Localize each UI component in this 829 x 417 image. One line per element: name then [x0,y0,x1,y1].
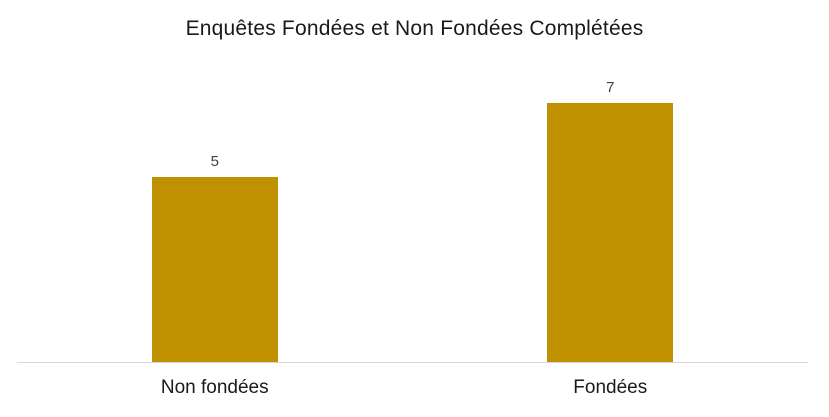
bar-group-non-fondees: 5 [17,66,413,362]
chart-title: Enquêtes Fondées et Non Fondées Complété… [185,17,644,40]
data-label-fondees: 7 [606,78,615,96]
bar-fondees[interactable] [547,103,674,362]
x-axis-label-non-fondees: Non fondées [160,377,269,398]
bar-non-fondees[interactable] [151,177,278,362]
bar-group-fondees: 7 [413,66,809,362]
data-label-non-fondees: 5 [210,152,219,170]
x-axis-label-fondees: Fondées [573,377,648,398]
x-axis: Non fondées Fondées [17,377,808,399]
plot-area: 5 7 [17,66,808,363]
